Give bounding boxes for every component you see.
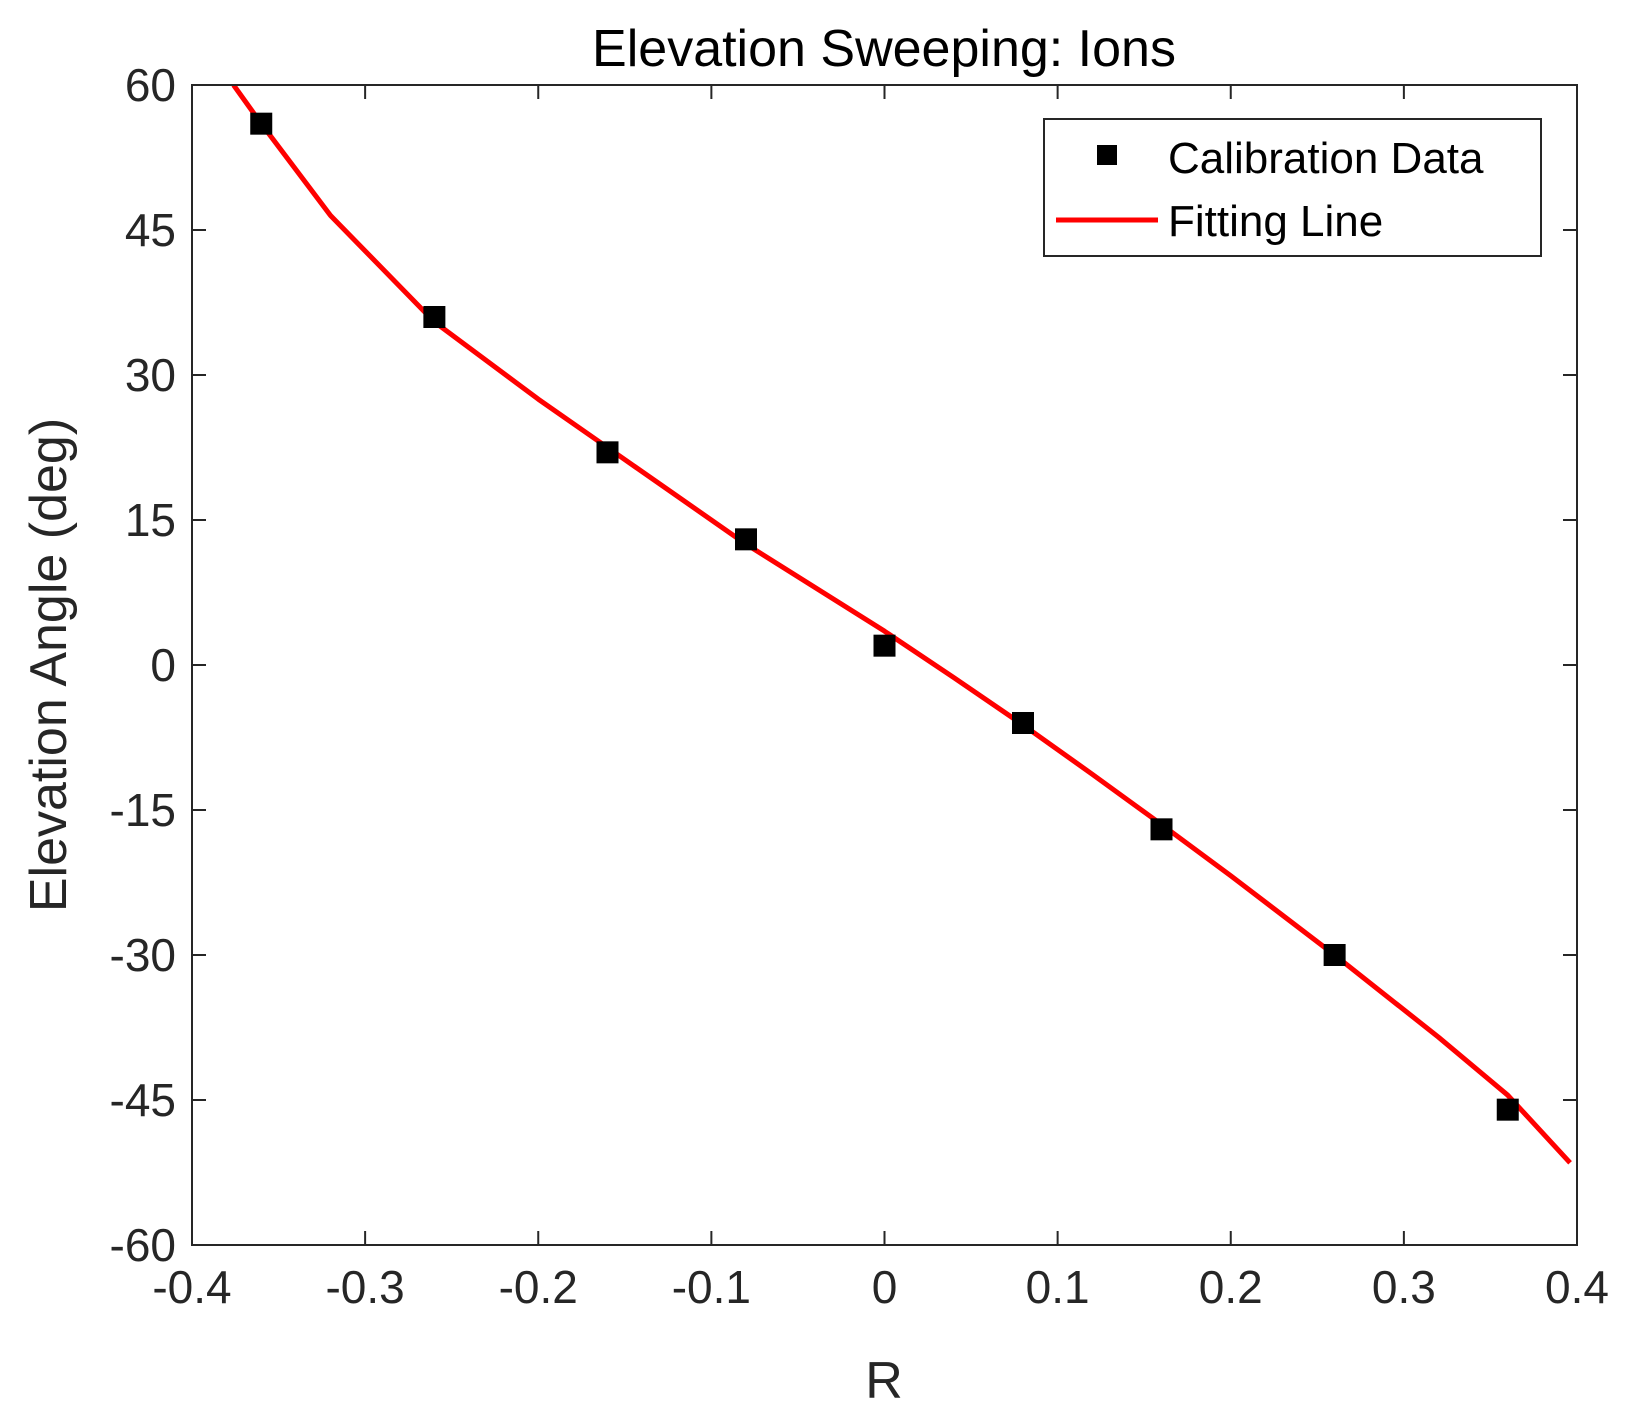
x-axis-ticks: -0.4 -0.3 -0.2 -0.1 0 0.1 0.2 0.3 0.4: [152, 85, 1609, 1313]
legend-marker-calibration-data: [1097, 145, 1117, 165]
x-tick-label: 0.3: [1372, 1261, 1436, 1313]
x-axis-title: R: [865, 1352, 903, 1410]
x-tick-label: 0.4: [1545, 1261, 1609, 1313]
x-tick-label: -0.4: [152, 1261, 231, 1313]
calibration-data-point: [1323, 944, 1346, 966]
y-tick-label: -30: [110, 929, 176, 981]
y-axis-ticks: 60 45 30 15 0 -15 -30 -45 -60: [110, 59, 1577, 1271]
calibration-data-point: [1496, 1098, 1519, 1121]
y-tick-label: 30: [125, 349, 176, 401]
y-axis-title: Elevation Angle (deg): [20, 418, 78, 912]
x-tick-label: -0.1: [672, 1261, 751, 1313]
plot-frame: [191, 84, 1578, 1246]
calibration-data-point: [250, 112, 273, 135]
legend-label-calibration-data: Calibration Data: [1168, 134, 1484, 183]
x-tick-label: -0.3: [325, 1261, 404, 1313]
calibration-data-point: [423, 306, 446, 328]
y-tick-label: 0: [150, 639, 176, 691]
x-tick-label: 0: [872, 1261, 898, 1313]
chart-title: Elevation Sweeping: Ions: [592, 20, 1176, 78]
plot-background: [192, 85, 1577, 1245]
y-tick-label: -45: [110, 1074, 176, 1126]
calibration-data-point: [1150, 818, 1173, 841]
y-tick-label: -15: [110, 784, 176, 836]
series-layer: [231, 85, 1572, 1165]
calibration-data-point: [596, 441, 619, 464]
x-tick-label: -0.2: [499, 1261, 578, 1313]
x-tick-label: 0.1: [1026, 1261, 1090, 1313]
calibration-data-point: [1012, 712, 1034, 734]
legend: Calibration Data Fitting Line: [1043, 118, 1542, 257]
calibration-data-point: [873, 634, 896, 657]
x-tick-label: 0.2: [1199, 1261, 1263, 1313]
legend-label-fitting-line: Fitting Line: [1168, 197, 1383, 246]
calibration-data-point: [735, 528, 757, 551]
y-tick-label: 15: [125, 494, 176, 546]
legend-box: [1043, 118, 1542, 257]
y-tick-label: 60: [125, 59, 176, 111]
y-tick-label: 45: [125, 204, 176, 256]
y-tick-label: -60: [110, 1219, 176, 1271]
